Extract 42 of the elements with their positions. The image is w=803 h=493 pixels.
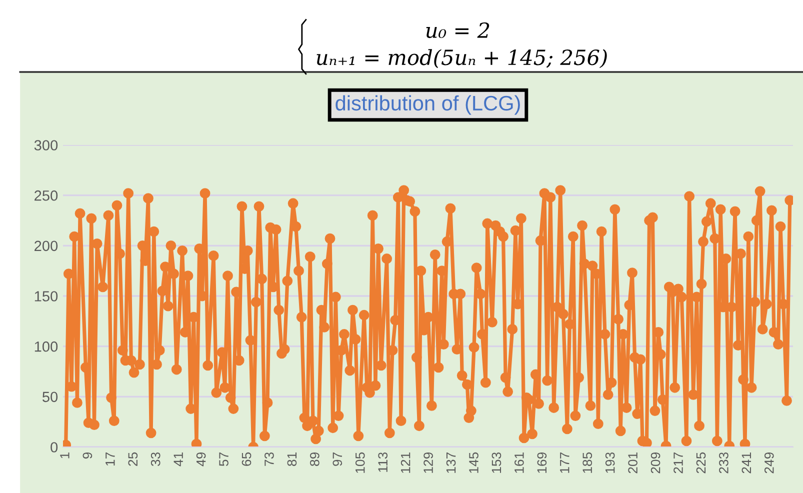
y-tick-label: 200 xyxy=(34,240,58,252)
x-tick-label: 73 xyxy=(264,452,274,466)
x-tick-label: 105 xyxy=(355,452,365,473)
x-tick-label: 161 xyxy=(514,452,524,473)
y-tick-label: 300 xyxy=(34,140,58,150)
x-tick-label: 33 xyxy=(150,452,160,466)
x-tick-label: 9 xyxy=(82,452,92,459)
y-tick-label: 50 xyxy=(42,392,58,402)
x-tick-label: 225 xyxy=(696,452,706,474)
x-tick-label: 193 xyxy=(605,452,615,473)
x-tick-label: 121 xyxy=(400,452,410,473)
x-tick-label: 185 xyxy=(582,452,592,473)
x-tick-label: 249 xyxy=(764,452,774,474)
y-tick-label: 250 xyxy=(34,190,58,201)
x-tick-label: 1 xyxy=(60,452,70,458)
x-tick-label: 57 xyxy=(219,452,228,466)
x-tick-label: 113 xyxy=(378,452,388,472)
x-tick-label: 41 xyxy=(174,452,183,466)
x-tick-label: 89 xyxy=(310,452,320,466)
x-tick-label: 65 xyxy=(242,452,252,466)
text: u₀ = 2 xyxy=(426,22,490,38)
x-tick-label: 17 xyxy=(106,452,115,466)
x-tick-label: 97 xyxy=(332,452,342,466)
x-tick-label: 81 xyxy=(287,452,297,466)
x-tick-label: 129 xyxy=(424,452,433,473)
x-tick-label: 169 xyxy=(537,452,547,473)
x-tick-label: 145 xyxy=(469,452,478,473)
x-tick-label: 153 xyxy=(492,452,502,473)
y-tick-label: 100 xyxy=(34,341,58,352)
x-tick-label: 233 xyxy=(719,452,728,474)
chart-title: distribution of (LCG) xyxy=(336,95,520,115)
y-tick-label: 150 xyxy=(34,291,58,302)
x-tick-label: 209 xyxy=(650,452,660,474)
x-tick-label: 49 xyxy=(196,452,206,466)
x-tick-label: 137 xyxy=(446,452,456,473)
x-tick-label: 217 xyxy=(674,452,683,474)
text: uₙ₊₁ = mod(5uₙ + 145; 256) xyxy=(316,49,607,68)
y-tick-label: 0 xyxy=(50,442,58,452)
x-tick-label: 241 xyxy=(742,452,751,474)
x-tick-label: 25 xyxy=(128,452,138,466)
x-tick-label: 177 xyxy=(560,452,570,473)
x-tick-label: 201 xyxy=(628,452,638,474)
